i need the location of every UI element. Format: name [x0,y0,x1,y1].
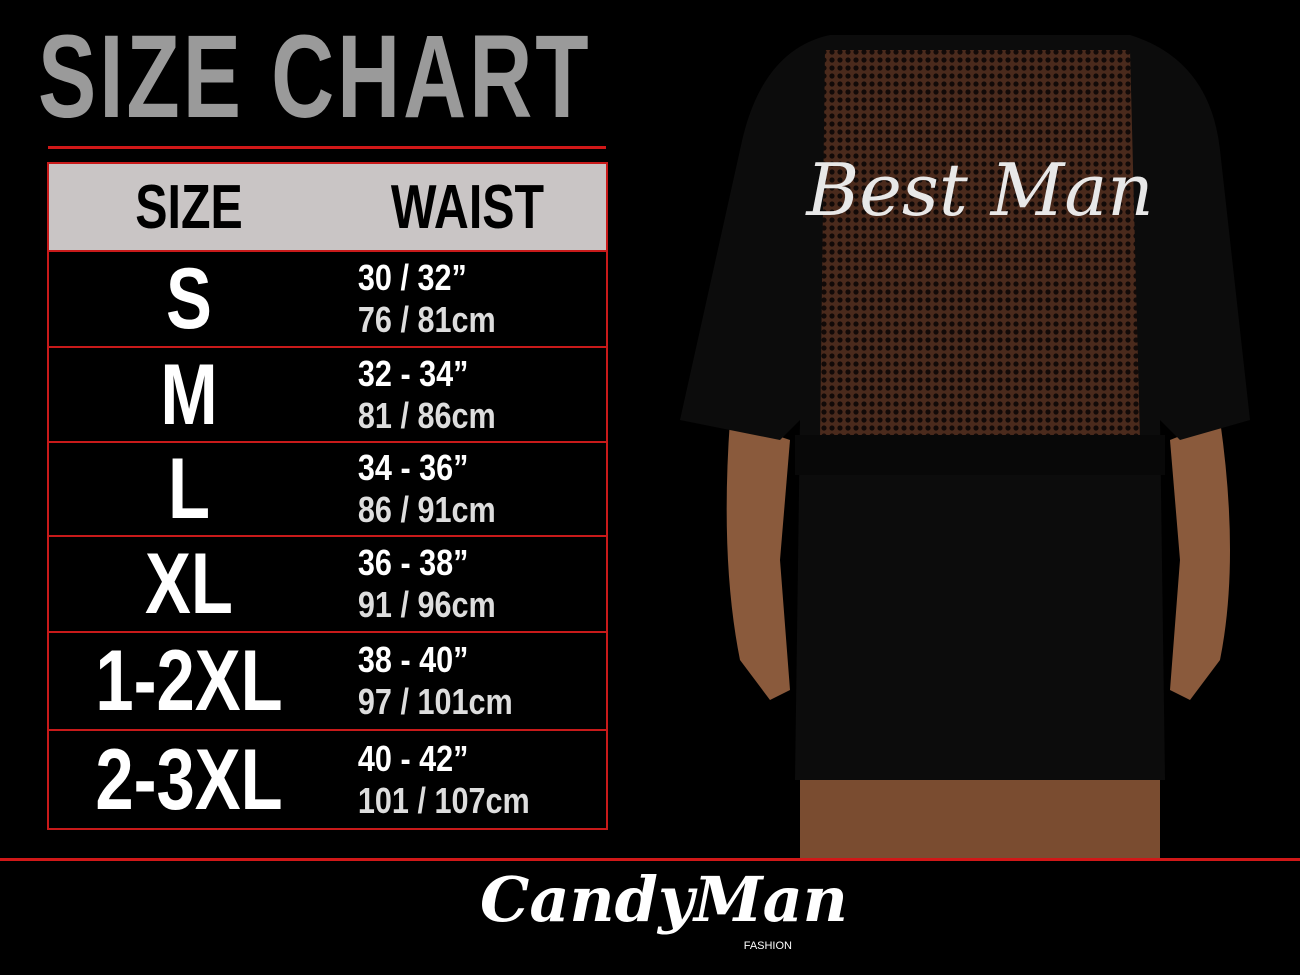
legs [800,760,1160,858]
waist-cm: 97 / 101cm [357,681,513,722]
mesh-panel [820,50,1140,440]
size-label: M [160,348,218,443]
table-row: XL 36 - 38” 91 / 96cm [49,537,606,633]
waist-inches: 40 - 42” [357,737,469,779]
size-label: 1-2XL [95,633,283,729]
logo-sub: FASHION [743,940,792,952]
header-cell-size: SIZE [49,164,329,250]
brand-logo: CandyMan FASHION [480,863,848,972]
product-photo: Best Man [680,35,1250,858]
waist-cell: 36 - 38” 91 / 96cm [329,542,564,626]
header-size: SIZE [135,173,243,242]
table-row: 1-2XL 38 - 40” 97 / 101cm [49,633,606,731]
waist-inches: 32 - 34” [357,352,469,394]
table-row: L 34 - 36” 86 / 91cm [49,443,606,537]
footer-divider [0,858,1300,861]
waist-cm: 81 / 86cm [357,394,496,436]
logo-brand: CandyMan [480,863,848,936]
size-label: 2-3XL [95,731,283,828]
table-row: 2-3XL 40 - 42” 101 / 107cm [49,731,606,828]
size-label: XL [145,537,233,632]
waist-cell: 32 - 34” 81 / 86cm [329,353,564,437]
size-label: L [167,443,211,537]
waist-cm: 101 / 107cm [357,779,530,821]
print-text: Best Man [804,148,1153,232]
waist-cm: 91 / 96cm [357,584,496,625]
table-row: S 30 / 32” 76 / 81cm [49,252,606,348]
left-arm [726,420,790,700]
waist-inches: 38 - 40” [357,639,469,680]
belt [795,435,1165,475]
waist-inches: 30 / 32” [357,257,467,298]
waist-cm: 86 / 91cm [357,489,496,530]
table-header: SIZE WAIST [49,164,606,252]
waist-cell: 40 - 42” 101 / 107cm [329,738,564,822]
waist-cell: 34 - 36” 86 / 91cm [329,447,564,531]
waist-cell: 30 / 32” 76 / 81cm [329,257,564,341]
waist-inches: 36 - 38” [357,542,469,583]
size-label: S [166,252,212,347]
title-divider [48,146,606,149]
size-table: SIZE WAIST S 30 / 32” 76 / 81cm M 32 - 34”… [47,162,608,830]
waist-cell: 38 - 40” 97 / 101cm [329,639,564,723]
waist-cm: 76 / 81cm [357,299,496,340]
page-title: SIZE CHART [38,11,592,143]
table-body: S 30 / 32” 76 / 81cm M 32 - 34” 81 / 86cm L … [49,252,606,828]
header-cell-waist: WAIST [329,164,606,250]
right-arm [1170,420,1230,700]
header-waist: WAIST [390,173,545,242]
table-row: M 32 - 34” 81 / 86cm [49,348,606,443]
waist-inches: 34 - 36” [357,447,469,488]
